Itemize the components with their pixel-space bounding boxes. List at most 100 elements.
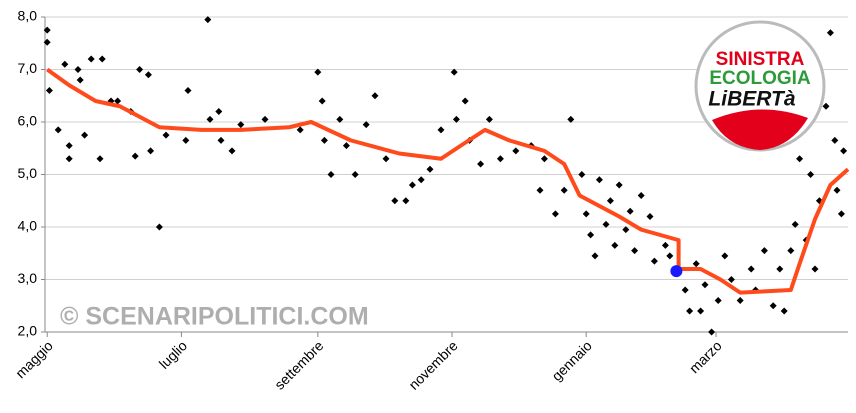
poll-point xyxy=(114,97,122,105)
poll-point xyxy=(496,155,504,163)
poll-point xyxy=(43,38,51,46)
poll-point xyxy=(796,155,804,163)
poll-point xyxy=(560,186,568,194)
poll-point xyxy=(45,87,53,94)
logo-swoosh xyxy=(712,109,808,150)
poll-point xyxy=(485,115,493,123)
poll-point xyxy=(650,257,658,265)
poll-point xyxy=(215,108,223,115)
x-tick-label: marzo xyxy=(686,337,725,376)
poll-point xyxy=(837,210,845,218)
poll-point xyxy=(98,55,106,63)
poll-point xyxy=(477,160,485,168)
logo-line2: ECOLOGIA xyxy=(709,68,811,89)
poll-point xyxy=(727,276,735,283)
poll-point xyxy=(155,223,163,231)
poll-point xyxy=(833,186,841,194)
poll-point xyxy=(780,307,788,315)
poll-point xyxy=(65,142,73,150)
poll-point xyxy=(65,155,73,163)
y-tick-label: 3,0 xyxy=(18,270,38,286)
y-tick-label: 6,0 xyxy=(18,113,38,129)
poll-point xyxy=(461,97,469,105)
poll-point xyxy=(637,192,645,199)
poll-point xyxy=(81,131,89,139)
poll-point xyxy=(826,29,834,37)
poll-point xyxy=(631,247,639,255)
poll-point xyxy=(351,171,359,178)
poll-point xyxy=(626,207,634,215)
poll-point xyxy=(582,210,590,218)
x-tick-label: novembre xyxy=(405,337,460,392)
poll-point xyxy=(43,26,51,34)
poll-point xyxy=(206,115,214,123)
y-tick-label: 5,0 xyxy=(18,165,38,181)
poll-point xyxy=(136,66,144,73)
poll-point xyxy=(452,115,460,123)
poll-point xyxy=(371,92,379,100)
poll-point xyxy=(391,197,399,205)
poll-point xyxy=(204,16,212,24)
poll-point xyxy=(692,260,700,268)
poll-point xyxy=(595,176,603,184)
poll-point xyxy=(131,152,139,160)
poll-point xyxy=(382,155,390,163)
poll-point xyxy=(831,136,839,144)
poll-point xyxy=(606,197,614,205)
poll-point xyxy=(74,66,82,73)
trend-line xyxy=(46,67,850,295)
poll-point xyxy=(512,147,520,155)
poll-point xyxy=(318,97,326,105)
poll-point xyxy=(228,147,236,155)
y-tick-label: 7,0 xyxy=(18,60,38,76)
poll-point xyxy=(237,121,245,129)
poll-point xyxy=(615,181,623,189)
y-tick-label: 4,0 xyxy=(18,218,38,234)
x-tick-label: gennaio xyxy=(548,337,595,384)
poll-point xyxy=(182,136,190,144)
poll-point xyxy=(426,165,434,173)
poll-point xyxy=(76,76,84,84)
poll-point xyxy=(402,197,410,205)
poll-point xyxy=(162,131,170,139)
poll-point xyxy=(666,252,674,260)
poll-point xyxy=(96,155,104,163)
poll-point xyxy=(646,213,654,220)
logo: SINISTRA ECOLOGIA LiBERTà xyxy=(694,20,826,152)
poll-point xyxy=(591,252,599,260)
y-tick-label: 2,0 xyxy=(18,323,38,339)
poll-point xyxy=(567,115,575,123)
poll-point xyxy=(708,328,716,336)
poll-point xyxy=(611,241,619,249)
poll-point xyxy=(697,307,705,315)
poll-point xyxy=(540,155,548,163)
poll-point xyxy=(807,171,815,178)
poll-point xyxy=(87,55,95,63)
x-tick-label: settembre xyxy=(271,337,326,392)
poll-point xyxy=(217,136,225,144)
poll-point xyxy=(701,281,709,289)
poll-point xyxy=(261,115,269,123)
poll-point xyxy=(721,252,729,260)
poll-point xyxy=(747,265,755,273)
poll-point xyxy=(184,87,192,94)
poll-point xyxy=(769,302,777,310)
poll-point xyxy=(327,171,335,178)
poll-point xyxy=(551,210,559,218)
y-tick-label: 8,0 xyxy=(18,8,38,24)
poll-point xyxy=(320,136,328,144)
poll-point xyxy=(822,102,830,110)
poll-point xyxy=(450,68,458,76)
poll-point xyxy=(362,121,370,129)
poll-point xyxy=(661,241,669,249)
x-tick-label: maggio xyxy=(12,337,56,381)
poll-point xyxy=(314,68,322,76)
x-tick-label: luglio xyxy=(156,337,191,372)
highlight-point xyxy=(670,265,683,278)
poll-point xyxy=(681,286,689,294)
poll-point xyxy=(602,220,610,228)
poll-point xyxy=(342,142,350,150)
poll-point xyxy=(811,265,819,273)
poll-point xyxy=(144,71,152,79)
